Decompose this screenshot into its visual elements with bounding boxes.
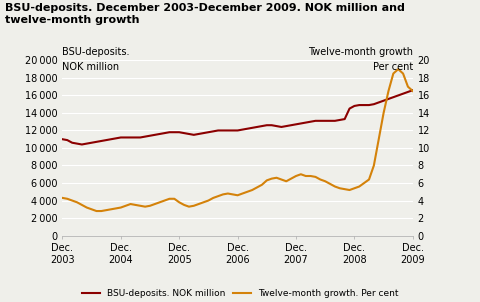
Text: Per cent: Per cent xyxy=(372,63,413,72)
Text: BSU-deposits. December 2003-December 2009. NOK million and
twelve-month growth: BSU-deposits. December 2003-December 200… xyxy=(5,3,405,25)
Legend: BSU-deposits. NOK million, Twelve-month growth. Per cent: BSU-deposits. NOK million, Twelve-month … xyxy=(78,286,402,302)
Text: Twelve-month growth: Twelve-month growth xyxy=(308,47,413,57)
Text: BSU-deposits.: BSU-deposits. xyxy=(62,47,130,57)
Text: NOK million: NOK million xyxy=(62,63,120,72)
